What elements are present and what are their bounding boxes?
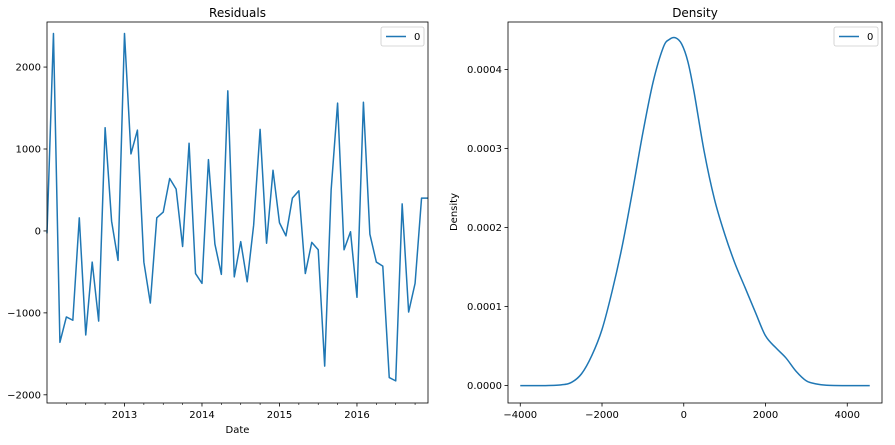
density-y-tick-label: 0.0003 bbox=[467, 144, 502, 155]
residuals-y-tick-label: −2000 bbox=[7, 390, 41, 401]
density-y-axis-label: Density bbox=[449, 193, 460, 231]
density-x-tick-label: 4000 bbox=[835, 410, 860, 421]
density-y-tick-label: 0.0001 bbox=[467, 302, 502, 313]
residuals-y-tick-label: 2000 bbox=[16, 63, 41, 74]
density-panel: Density Density 0.0000 0.0001 0.0002 0.0003… bbox=[449, 6, 883, 421]
density-title: Density bbox=[672, 6, 718, 20]
residuals-y-tick-label: −1000 bbox=[7, 308, 41, 319]
density-x-tick-label: 2000 bbox=[753, 410, 778, 421]
residuals-x-tick-label: 2015 bbox=[267, 410, 292, 421]
residuals-axes-frame bbox=[46, 21, 429, 404]
density-x-tick-label: 0 bbox=[681, 410, 687, 421]
residuals-y-tick-label: 1000 bbox=[16, 145, 41, 156]
residuals-title: Residuals bbox=[209, 6, 266, 20]
density-axes-frame bbox=[507, 21, 883, 404]
residuals-x-axis-label: Date bbox=[226, 425, 250, 436]
residuals-plot-area bbox=[47, 22, 428, 403]
density-legend-label: 0 bbox=[867, 32, 873, 43]
residuals-series-line bbox=[46, 32, 428, 382]
residuals-x-tick-label: 2014 bbox=[189, 410, 214, 421]
density-series-line bbox=[520, 36, 870, 387]
density-x-tick-label: −4000 bbox=[503, 410, 537, 421]
residuals-x-tick-label: 2016 bbox=[344, 410, 369, 421]
residuals-legend: 0 bbox=[380, 26, 425, 47]
density-legend: 0 bbox=[833, 26, 879, 47]
density-y-tick-label: 0.0004 bbox=[467, 65, 502, 76]
density-plot-area bbox=[508, 22, 882, 403]
residuals-x-tick-label: 2013 bbox=[112, 410, 137, 421]
residuals-panel: Residuals Date −2000 −1000 0 1000 2000 2013 20… bbox=[7, 6, 429, 436]
residuals-legend-label: 0 bbox=[414, 32, 420, 43]
density-y-tick-label: 0.0002 bbox=[467, 223, 502, 234]
residuals-y-tick-label: 0 bbox=[35, 226, 41, 237]
density-y-tick-label: 0.0000 bbox=[467, 381, 502, 392]
density-x-tick-label: −2000 bbox=[585, 410, 619, 421]
